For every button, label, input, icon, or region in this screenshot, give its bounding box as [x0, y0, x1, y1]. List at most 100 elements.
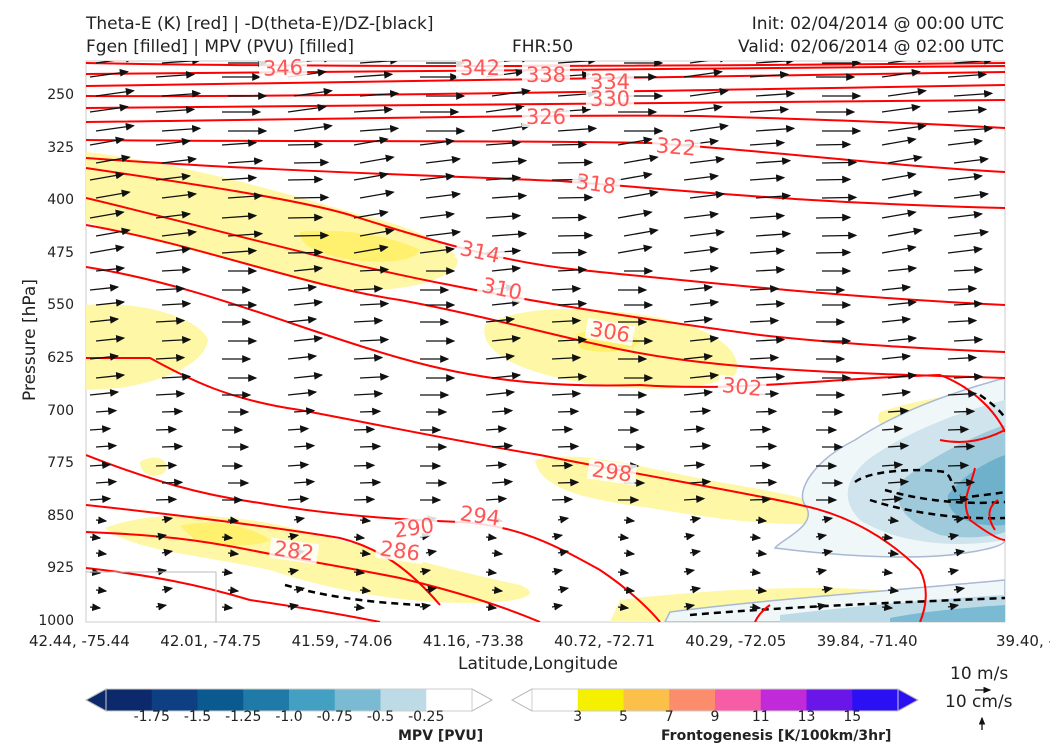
wind-arrow — [623, 154, 659, 164]
wind-arrow — [491, 407, 514, 416]
wind-arrow — [947, 567, 960, 576]
wind-arrow — [557, 407, 580, 416]
wind-arrow — [287, 316, 318, 324]
x-tick-label: 41.16, -73.38 — [422, 632, 524, 650]
wind-arrow — [953, 266, 984, 274]
wind-arrow — [95, 586, 108, 595]
wind-arrow — [293, 265, 324, 273]
wind-arrow — [947, 354, 978, 362]
wind-arrow — [287, 495, 310, 504]
theta-e-label: 286 — [378, 536, 421, 565]
wind-arrow — [887, 227, 923, 237]
wind-arrow — [953, 190, 990, 199]
colorbar-tick-label: -1.75 — [133, 709, 170, 725]
wind-arrow — [359, 516, 372, 525]
wind-arrow — [551, 285, 582, 293]
wind-arrow — [95, 87, 135, 97]
chart-title-line1: Theta-E (K) [red] | -D(theta-E)/DZ-[blac… — [86, 14, 434, 34]
wind-arrow — [683, 425, 706, 434]
wind-arrow — [155, 245, 192, 254]
wind-arrow — [359, 154, 395, 164]
wind-arrow — [617, 171, 653, 181]
wind-arrow — [881, 389, 912, 397]
wind-arrow — [161, 228, 198, 237]
wind-arrow — [755, 230, 792, 239]
theta-e-label: 294 — [458, 501, 501, 530]
wind-arrow — [755, 549, 768, 558]
wind-arrow — [491, 478, 514, 487]
wind-arrow — [491, 549, 504, 558]
wind-arrow — [293, 335, 324, 343]
wind-arrow — [887, 122, 927, 132]
wind-arrow — [689, 299, 720, 307]
wind-arrow — [425, 585, 438, 594]
colorbar-tick-label: 11 — [751, 709, 770, 725]
wind-arrow — [617, 209, 653, 219]
wind-arrow — [161, 548, 174, 557]
wind-arrow — [815, 248, 852, 257]
wind-arrow — [881, 136, 917, 146]
wind-arrow — [161, 407, 184, 416]
wind-arrow — [287, 353, 318, 361]
wind-arrow — [359, 336, 390, 344]
wind-arrow — [953, 515, 966, 524]
wind-arrow — [287, 284, 318, 292]
wind-arrow — [749, 174, 786, 183]
x-tick-label: 40.72, -72.71 — [554, 632, 655, 650]
wind-arrow — [821, 515, 834, 524]
wind-arrow — [89, 103, 129, 113]
wind-arrow — [353, 71, 394, 79]
wind-arrow — [557, 231, 594, 240]
wind-arrow — [557, 373, 588, 381]
wind-arrow — [359, 549, 372, 558]
wind-arrow — [683, 68, 723, 78]
wind-arrow — [683, 284, 714, 292]
wind-arrow — [293, 515, 306, 524]
wind-arrow — [953, 336, 984, 344]
wind-arrow — [155, 285, 186, 293]
wind-arrow — [881, 425, 904, 434]
wind-arrow — [953, 442, 976, 451]
wind-arrow — [623, 189, 659, 199]
wind-arrow — [887, 442, 910, 451]
wind-arrow — [683, 602, 696, 611]
wind-arrow — [221, 533, 234, 542]
wind-arrows — [89, 61, 994, 612]
wind-arrow — [755, 61, 796, 65]
wind-arrow — [815, 602, 828, 611]
wind-arrow — [749, 425, 772, 434]
wind-arrow — [689, 265, 720, 273]
wind-arrow — [287, 389, 318, 397]
wind-arrow — [161, 61, 202, 65]
valid-time: Valid: 02/06/2014 @ 02:00 UTC — [738, 37, 1004, 57]
wind-arrow — [947, 285, 978, 293]
wind-arrow — [683, 103, 723, 113]
wind-arrow — [359, 189, 395, 199]
wind-arrow — [485, 139, 522, 148]
wind-arrow — [551, 495, 574, 504]
wind-arrow — [95, 265, 126, 273]
wind-arrow — [425, 155, 462, 164]
wind-arrow — [881, 68, 921, 78]
wind-arrow — [89, 353, 120, 361]
wind-arrow — [419, 245, 456, 254]
wind-arrow — [887, 61, 927, 64]
wind-arrow — [287, 213, 324, 222]
wind-arrow — [89, 171, 125, 181]
wind-arrow — [293, 442, 316, 451]
wind-arrow — [89, 461, 112, 470]
wind-arrow — [155, 354, 186, 362]
y-tick-label: 1000 — [38, 613, 74, 629]
wind-arrow — [557, 336, 588, 344]
wind-arrow — [623, 586, 636, 595]
wind-arrow — [881, 568, 894, 577]
theta-e-label: 318 — [574, 169, 617, 198]
y-tick-label: 550 — [47, 297, 74, 314]
wind-arrow — [425, 190, 462, 199]
wind-arrow — [887, 299, 918, 307]
wind-arrow — [689, 442, 712, 451]
wind-arrow — [353, 495, 376, 504]
wind-arrow — [287, 532, 300, 541]
wind-arrow — [881, 316, 912, 324]
wind-arrow — [95, 154, 131, 164]
